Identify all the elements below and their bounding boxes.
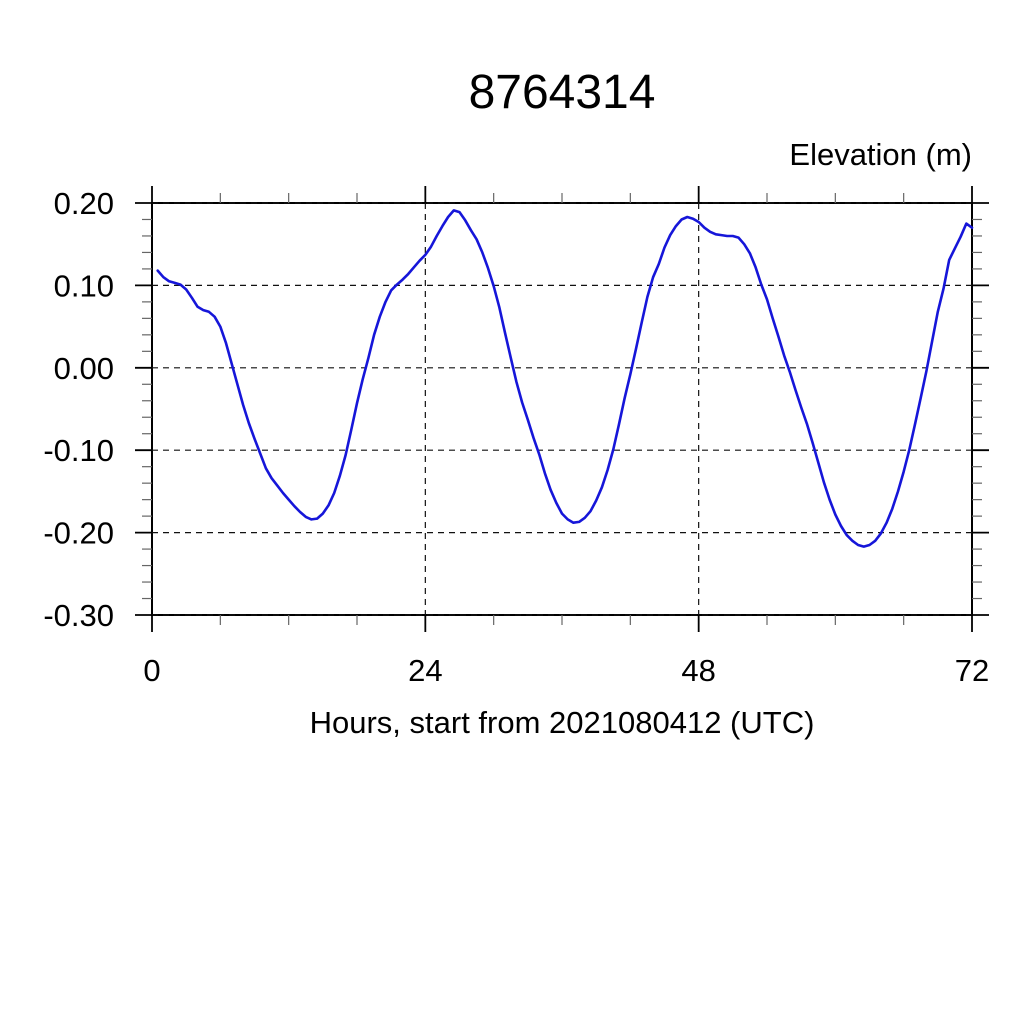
- elevation-line: [156, 209, 974, 548]
- y-tick-label: -0.20: [43, 516, 114, 551]
- y-axis-title: Elevation (m): [789, 137, 972, 172]
- x-tick-label: 0: [143, 653, 160, 688]
- x-tick-label: 72: [955, 653, 989, 688]
- y-tick-label: 0.10: [54, 268, 114, 303]
- plot-frame: [151, 202, 973, 616]
- x-tick-label: 24: [408, 653, 442, 688]
- x-tick-label: 48: [681, 653, 715, 688]
- y-tick-label: 0.00: [54, 351, 114, 386]
- y-tick-label: 0.20: [54, 186, 114, 221]
- y-tick-label: -0.30: [43, 598, 114, 633]
- x-axis-title: Hours, start from 2021080412 (UTC): [309, 705, 815, 740]
- chart-title: 8764314: [468, 66, 656, 119]
- y-tick-label: -0.10: [43, 433, 114, 468]
